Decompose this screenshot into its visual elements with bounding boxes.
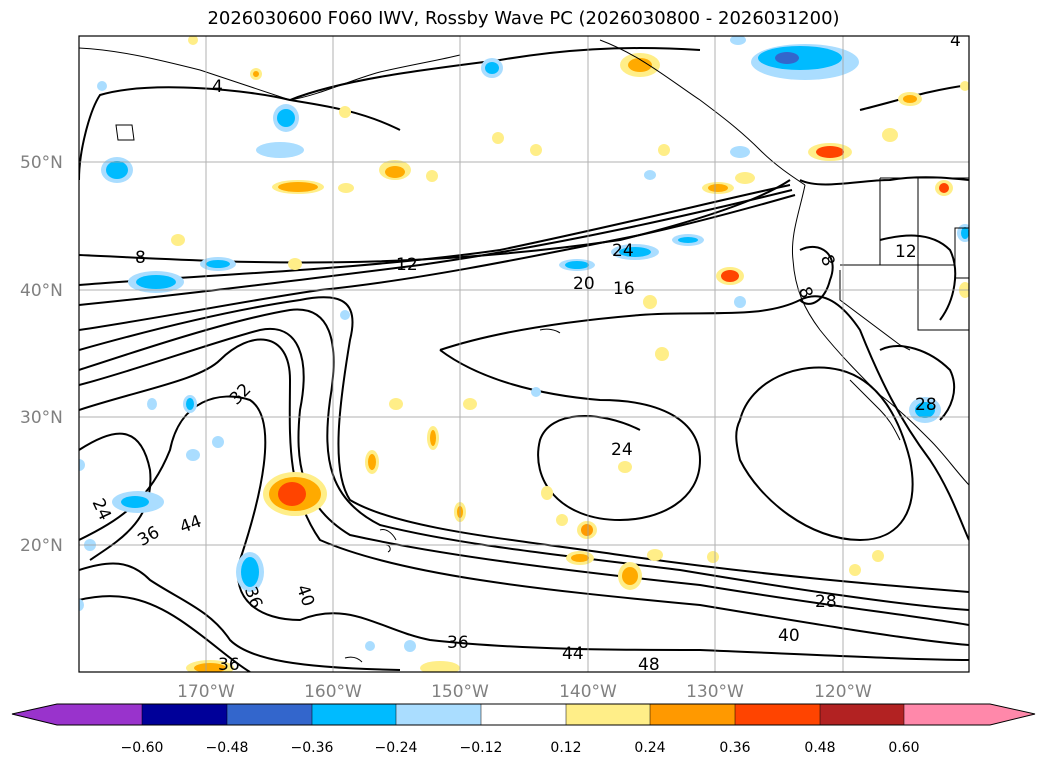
- contour-label: 8: [135, 248, 146, 268]
- colorbar-tick-label: −0.48: [206, 740, 249, 756]
- plot-area: [79, 36, 969, 672]
- contour-label: 48: [638, 655, 660, 675]
- colorbar-segments: [12, 704, 1035, 725]
- colorbar-segment: [566, 704, 650, 725]
- colorbar-tick-label: 0.60: [888, 740, 919, 756]
- colorbar-tick-label: 0.24: [634, 740, 665, 756]
- negative-anomaly-shading: [79, 36, 969, 652]
- colorbar-tick-label: −0.24: [375, 740, 418, 756]
- lon-label-130w: 130°W: [686, 682, 744, 702]
- colorbar-segment: [142, 704, 227, 725]
- lon-label-170w: 170°W: [177, 682, 235, 702]
- lon-label-120w: 120°W: [814, 682, 872, 702]
- colorbar-segment: [396, 704, 481, 725]
- colorbar-segment: [650, 704, 735, 725]
- lon-label-160w: 160°W: [304, 682, 362, 702]
- colorbar-segment: [820, 704, 904, 725]
- contour-label: 28: [815, 592, 837, 612]
- colorbar-tick-label: −0.12: [460, 740, 503, 756]
- contour-label: 16: [613, 279, 635, 299]
- colorbar-tick-label: 0.36: [719, 740, 750, 756]
- colorbar-segment: [735, 704, 820, 725]
- lat-label-30n: 30°N: [20, 408, 63, 428]
- colorbar-frame: [11, 703, 1036, 726]
- colorbar-segment: [481, 704, 566, 725]
- colorbar-segment: [227, 704, 312, 725]
- contour-label: 36: [447, 633, 469, 653]
- coastline: [79, 39, 969, 663]
- colorbar-tick-label: −0.60: [121, 740, 164, 756]
- contour-label: 40: [778, 626, 800, 646]
- contour-label: 24: [612, 241, 634, 261]
- contour-label: 24: [611, 440, 633, 460]
- contour-label: 28: [915, 395, 937, 415]
- colorbar-segment: [312, 704, 396, 725]
- colorbar-tick-label: 0.48: [804, 740, 835, 756]
- gridlines: [79, 36, 969, 672]
- contour-label: 44: [562, 644, 584, 664]
- lat-label-50n: 50°N: [20, 153, 63, 173]
- contour-label: 12: [895, 242, 917, 262]
- contour-label: 12: [396, 255, 418, 275]
- contour-label: 20: [573, 274, 595, 294]
- contour-label: 4: [950, 31, 961, 51]
- lon-label-140w: 140°W: [559, 682, 617, 702]
- longitude-labels: 170°W 160°W 150°W 140°W 130°W 120°W: [177, 682, 872, 702]
- colorbar-segment: [904, 704, 1035, 725]
- lat-label-20n: 20°N: [20, 536, 63, 556]
- lon-label-150w: 150°W: [431, 682, 489, 702]
- colorbar-ticks: −0.60 −0.48 −0.36 −0.24 −0.12 0.12 0.24 …: [121, 740, 920, 756]
- colorbar-tick-label: 0.12: [550, 740, 581, 756]
- contour-label: 4: [212, 77, 223, 97]
- lat-label-40n: 40°N: [20, 281, 63, 301]
- contour-label: 36: [218, 655, 240, 675]
- positive-anomaly-shading: [171, 36, 969, 672]
- latitude-labels: 50°N 40°N 30°N 20°N: [20, 153, 63, 556]
- map-title: 2026030600 F060 IWV, Rossby Wave PC (202…: [207, 8, 840, 29]
- colorbar-tick-label: −0.36: [291, 740, 334, 756]
- plot-frame: [78, 35, 970, 673]
- colorbar: −0.60 −0.48 −0.36 −0.24 −0.12 0.12 0.24 …: [11, 703, 1036, 756]
- colorbar-segment: [12, 704, 142, 725]
